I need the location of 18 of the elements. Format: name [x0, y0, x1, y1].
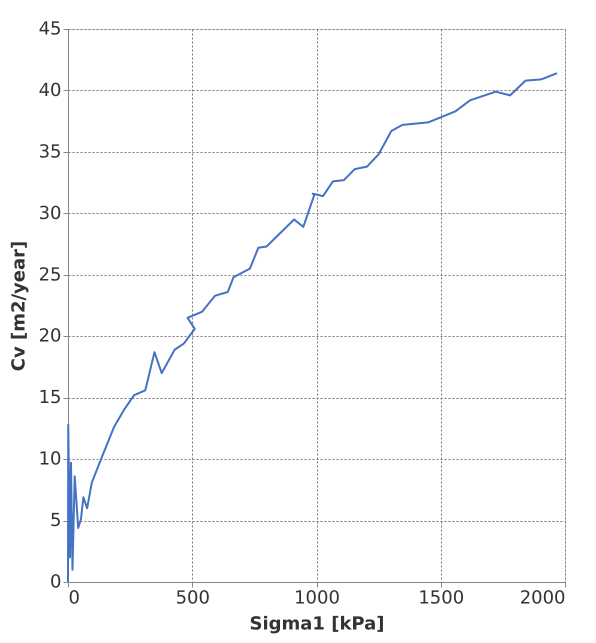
- x-tick-label: 1500: [418, 588, 464, 608]
- y-tick-label: 0: [50, 572, 62, 592]
- x-tick-label: 0: [68, 588, 80, 608]
- y-tick-label: 10: [38, 448, 62, 470]
- y-tick-label: 5: [50, 510, 62, 532]
- y-axis-title: Cv [m2/year]: [8, 240, 30, 372]
- x-axis-title: Sigma1 [kPa]: [250, 614, 384, 634]
- y-tick-label: 45: [38, 18, 62, 40]
- y-tick-label: 35: [38, 141, 62, 162]
- x-tick-label: 2000: [520, 588, 566, 608]
- y-tick-label: 25: [38, 264, 62, 286]
- y-tick-label: 20: [38, 326, 62, 347]
- line-series: [67, 72, 558, 583]
- y-tick-label: 40: [38, 80, 62, 101]
- y-tick-label: 30: [38, 202, 62, 224]
- x-tick-label: 1000: [294, 588, 340, 608]
- x-tick-label: 500: [176, 588, 210, 608]
- y-tick-label: 15: [38, 387, 62, 408]
